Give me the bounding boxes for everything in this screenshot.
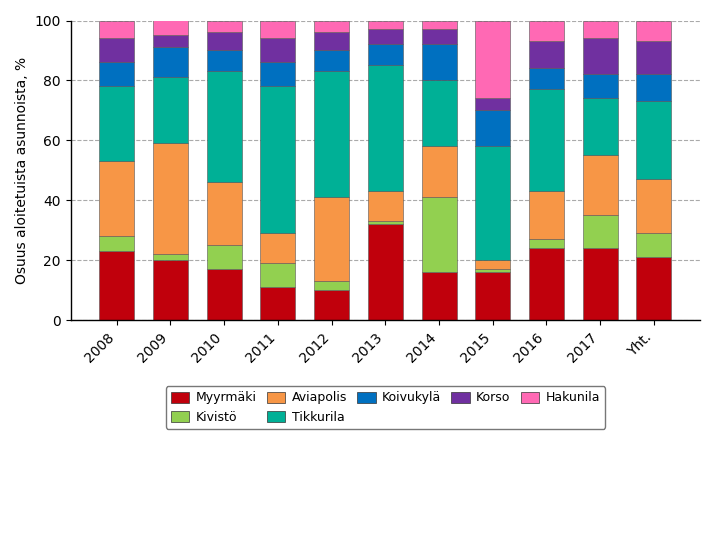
Bar xyxy=(636,75,671,101)
Bar xyxy=(207,245,242,269)
Bar xyxy=(153,20,188,35)
Bar xyxy=(475,272,511,321)
Bar xyxy=(99,39,134,63)
Bar xyxy=(636,233,671,257)
Bar xyxy=(260,20,295,39)
Bar xyxy=(153,78,188,144)
Bar xyxy=(314,197,349,281)
Bar xyxy=(422,29,456,44)
Bar xyxy=(314,20,349,33)
Bar xyxy=(314,281,349,291)
Legend: Myyrmäki, Kivistö, Aviapolis, Tikkurila, Koivukylä, Korso, Hakunila: Myyrmäki, Kivistö, Aviapolis, Tikkurila,… xyxy=(166,386,605,429)
Bar xyxy=(260,39,295,63)
Bar xyxy=(99,161,134,236)
Bar xyxy=(153,254,188,260)
Bar xyxy=(99,236,134,251)
Bar xyxy=(99,86,134,161)
Bar xyxy=(529,191,564,240)
Bar xyxy=(475,20,511,99)
Bar xyxy=(475,99,511,110)
Bar xyxy=(207,269,242,321)
Bar xyxy=(422,272,456,321)
Bar xyxy=(529,41,564,69)
Bar xyxy=(153,48,188,78)
Bar xyxy=(260,233,295,263)
Bar xyxy=(260,86,295,233)
Bar xyxy=(583,155,618,215)
Bar xyxy=(475,146,511,260)
Bar xyxy=(422,20,456,29)
Bar xyxy=(99,20,134,39)
Bar xyxy=(529,240,564,248)
Bar xyxy=(99,63,134,86)
Bar xyxy=(583,75,618,99)
Bar xyxy=(583,248,618,321)
Y-axis label: Osuus aloitetuista asunnoista, %: Osuus aloitetuista asunnoista, % xyxy=(15,57,29,284)
Bar xyxy=(368,221,403,225)
Bar xyxy=(475,110,511,146)
Bar xyxy=(99,251,134,321)
Bar xyxy=(636,257,671,321)
Bar xyxy=(260,263,295,287)
Bar xyxy=(583,215,618,248)
Bar xyxy=(529,248,564,321)
Bar xyxy=(314,71,349,197)
Bar xyxy=(636,101,671,180)
Bar xyxy=(583,39,618,75)
Bar xyxy=(314,291,349,321)
Bar xyxy=(207,50,242,71)
Bar xyxy=(153,144,188,254)
Bar xyxy=(475,269,511,272)
Bar xyxy=(422,44,456,80)
Bar xyxy=(207,71,242,182)
Bar xyxy=(636,20,671,41)
Bar xyxy=(368,65,403,191)
Bar xyxy=(636,41,671,75)
Bar xyxy=(153,260,188,321)
Bar xyxy=(583,20,618,39)
Bar xyxy=(475,260,511,269)
Bar xyxy=(422,80,456,146)
Bar xyxy=(314,33,349,50)
Bar xyxy=(260,287,295,321)
Bar xyxy=(314,50,349,71)
Bar xyxy=(368,20,403,29)
Bar xyxy=(422,146,456,197)
Bar xyxy=(207,20,242,33)
Bar xyxy=(636,180,671,233)
Bar xyxy=(583,99,618,155)
Bar xyxy=(529,20,564,41)
Bar xyxy=(368,225,403,321)
Bar xyxy=(368,44,403,65)
Bar xyxy=(207,33,242,50)
Bar xyxy=(422,197,456,272)
Bar xyxy=(368,29,403,44)
Bar xyxy=(529,90,564,191)
Bar xyxy=(207,182,242,245)
Bar xyxy=(153,35,188,48)
Bar xyxy=(260,63,295,86)
Bar xyxy=(368,191,403,221)
Bar xyxy=(529,69,564,90)
